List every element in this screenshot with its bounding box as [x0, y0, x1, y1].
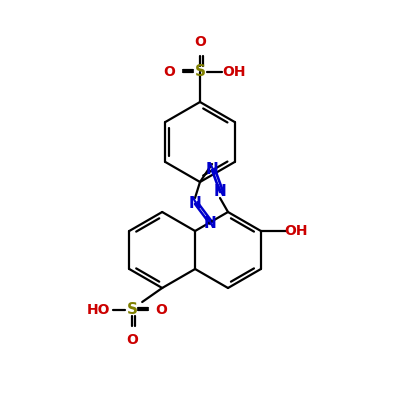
Text: HO: HO	[86, 303, 110, 317]
Text: OH: OH	[284, 224, 308, 238]
Text: N: N	[204, 216, 216, 232]
Text: OH: OH	[222, 65, 246, 79]
Text: O: O	[163, 65, 175, 79]
Text: S: S	[127, 302, 138, 318]
Text: O: O	[155, 303, 167, 317]
Text: N: N	[206, 162, 218, 178]
Text: N: N	[189, 196, 201, 212]
Text: S: S	[194, 64, 206, 80]
Text: N: N	[214, 184, 226, 200]
Text: O: O	[126, 333, 138, 347]
Text: O: O	[194, 35, 206, 49]
